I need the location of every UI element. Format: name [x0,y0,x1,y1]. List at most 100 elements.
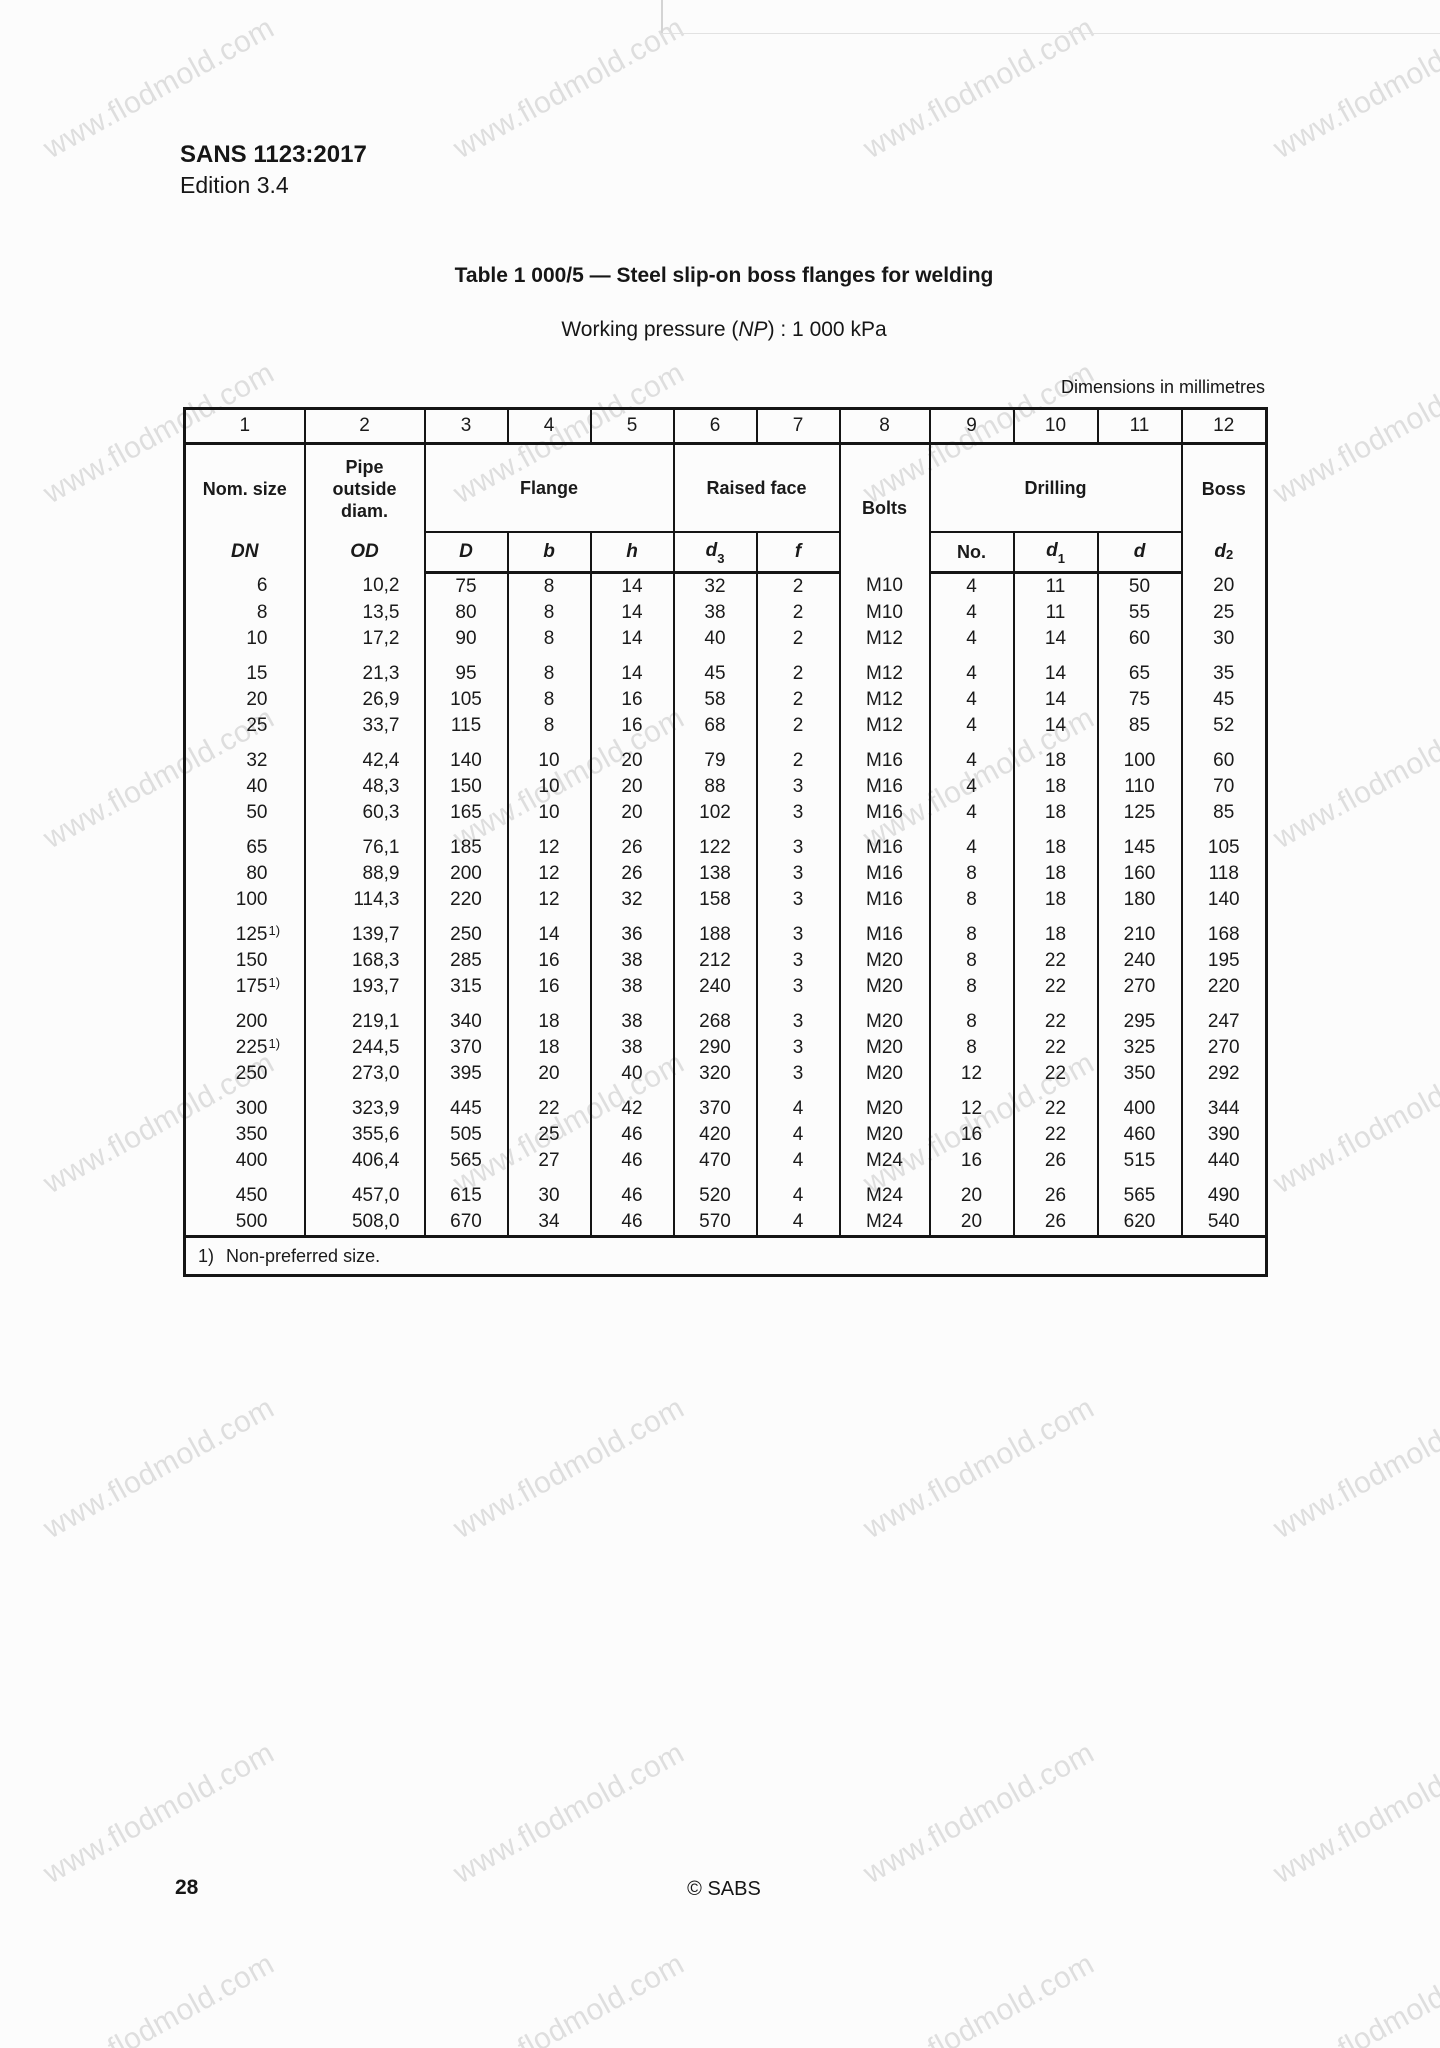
cell-bolts: M16 [838,774,931,800]
cell-dn: 350 [183,1122,306,1148]
cell-raised-d3: 79 [672,739,758,774]
cell-raised-f: 3 [755,913,841,948]
cell-raised-f: 4 [755,1122,841,1148]
cell-drill-d1: 14 [1012,652,1099,687]
cell-bolts: M12 [838,713,931,739]
cell-drill-d1: 14 [1012,626,1099,652]
cell-od: 10,2 [303,572,426,600]
cell-dn: 200 [183,1000,306,1035]
scan-seam-artifact [662,33,1440,34]
footnote-row: 1) Non-preferred size. [183,1235,1268,1276]
symbol-d: d [1096,532,1183,574]
cell-drill-d1: 18 [1012,739,1099,774]
cell-od: 21,3 [303,652,426,687]
cell-boss-d2: 70 [1180,774,1268,800]
cell-drill-no: 4 [928,713,1015,739]
cell-dn: 25 [183,713,306,739]
symbol-f: f [755,532,841,574]
cell-drill-d1: 22 [1012,1000,1099,1035]
non-preferred-marker: 1) [268,1036,281,1051]
cell-flange-b: 8 [506,687,592,713]
cell-drill-d: 565 [1096,1174,1183,1209]
cell-raised-f: 3 [755,974,841,1000]
cell-drill-no: 4 [928,687,1015,713]
column-number: 3 [423,408,509,445]
cell-drill-d: 60 [1096,626,1183,652]
cell-flange-b: 30 [506,1174,592,1209]
cell-drill-no: 4 [928,572,1015,600]
table-row: 125 1) 139,7 250 14 36 188 3 M16 8 18 210 168 [183,913,1268,948]
cell-dn: 450 [183,1174,306,1209]
cell-raised-f: 2 [755,626,841,652]
cell-drill-d1: 26 [1012,1209,1099,1237]
pressure-suffix: ) : 1 000 kPa [767,318,887,341]
column-number: 2 [303,408,426,445]
cell-boss-d2: 52 [1180,713,1268,739]
cell-flange-b: 16 [506,948,592,974]
cell-flange-b: 34 [506,1209,592,1237]
cell-drill-d: 210 [1096,913,1183,948]
cell-flange-b: 8 [506,572,592,600]
cell-flange-h: 20 [589,774,675,800]
scan-seam-artifact [661,0,663,33]
cell-flange-d: 185 [423,826,509,861]
cell-drill-d: 110 [1096,774,1183,800]
cell-drill-no: 8 [928,1000,1015,1035]
cell-bolts: M16 [838,826,931,861]
cell-flange-d: 165 [423,800,509,826]
symbol-od: OD [350,541,379,562]
cell-flange-d: 95 [423,652,509,687]
cell-raised-d3: 240 [672,974,758,1000]
cell-drill-no: 16 [928,1148,1015,1174]
cell-od: 42,4 [303,739,426,774]
cell-drill-no: 8 [928,887,1015,913]
cell-boss-d2: 168 [1180,913,1268,948]
cell-bolts: M20 [838,1061,931,1087]
cell-flange-h: 14 [589,626,675,652]
cell-flange-h: 42 [589,1087,675,1122]
standard-number: SANS 1123:2017 [180,141,367,168]
cell-raised-d3: 320 [672,1061,758,1087]
cell-boss-d2: 490 [1180,1174,1268,1209]
cell-bolts: M16 [838,861,931,887]
column-number: 10 [1012,408,1099,445]
cell-flange-d: 75 [423,572,509,600]
cell-flange-d: 115 [423,713,509,739]
cell-dn: 500 [183,1209,306,1237]
cell-drill-d: 160 [1096,861,1183,887]
cell-raised-f: 3 [755,1000,841,1035]
footnote-text: Non-preferred size. [226,1245,381,1266]
symbol-d2: d [1214,541,1226,562]
cell-flange-h: 20 [589,800,675,826]
table-row: 100 114,3 220 12 32 158 3 M16 8 18 180 140 [183,887,1268,913]
cell-drill-d1: 18 [1012,826,1099,861]
cell-boss-d2: 195 [1180,948,1268,974]
cell-drill-d: 240 [1096,948,1183,974]
table-row: 250 273,0 395 20 40 320 3 M20 12 22 350 292 [183,1061,1268,1087]
cell-flange-d: 670 [423,1209,509,1237]
cell-bolts: M12 [838,626,931,652]
cell-drill-no: 4 [928,652,1015,687]
cell-flange-h: 38 [589,1000,675,1035]
cell-drill-d1: 26 [1012,1174,1099,1209]
cell-drill-d: 270 [1096,974,1183,1000]
cell-bolts: M20 [838,1035,931,1061]
cell-flange-b: 10 [506,800,592,826]
cell-drill-d1: 18 [1012,800,1099,826]
column-number: 5 [589,408,675,445]
cell-od: 219,1 [303,1000,426,1035]
cell-raised-f: 3 [755,861,841,887]
table-title: Table 1 000/5 — Steel slip-on boss flang… [454,264,994,287]
cell-drill-no: 4 [928,739,1015,774]
table-row: 350 355,6 505 25 46 420 4 M20 16 22 460 390 [183,1122,1268,1148]
cell-drill-d1: 18 [1012,887,1099,913]
symbol-flange-b: b [506,532,592,574]
cell-flange-d: 105 [423,687,509,713]
pipe-od-label: Pipe outside diam. [332,457,397,521]
cell-drill-no: 20 [928,1209,1015,1237]
table-row: 200 219,1 340 18 38 268 3 M20 8 22 295 247 [183,1000,1268,1035]
table-row: 50 60,3 165 10 20 102 3 M16 4 18 125 85 [183,800,1268,826]
cell-boss-d2: 270 [1180,1035,1268,1061]
cell-flange-d: 200 [423,861,509,887]
header-raised-face: Raised face [672,443,841,533]
